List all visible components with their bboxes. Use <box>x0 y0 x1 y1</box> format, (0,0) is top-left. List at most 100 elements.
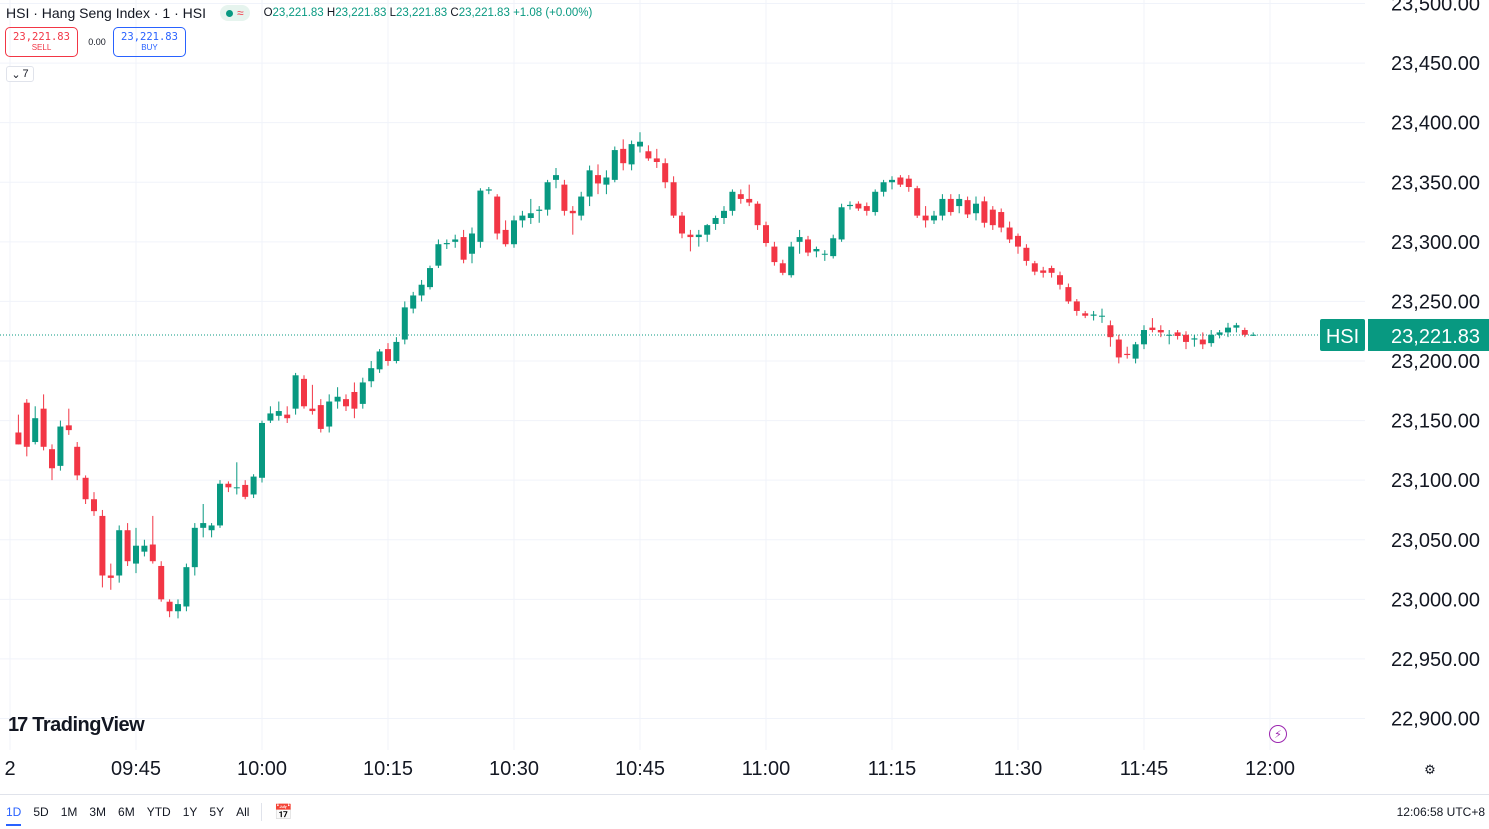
candle-body <box>620 148 627 164</box>
candle <box>418 279 425 302</box>
indicators-toggle[interactable]: ⌄ 7 <box>6 66 34 82</box>
market-status[interactable]: ≈ <box>219 5 250 21</box>
settings-icon[interactable]: ⚙ <box>1424 762 1436 777</box>
candle-body <box>376 351 383 370</box>
candle-body <box>863 206 870 211</box>
candle-body <box>956 198 963 207</box>
candle <box>872 189 879 216</box>
candle <box>653 148 660 168</box>
candle-body <box>628 144 635 165</box>
period-5d[interactable]: 5D <box>33 805 49 819</box>
candle-body <box>502 229 509 245</box>
candle <box>863 202 870 216</box>
candle-body <box>141 545 148 552</box>
lightning-icon[interactable]: ⚡ <box>1269 725 1287 743</box>
candle <box>1157 325 1164 338</box>
candle-body <box>1208 334 1215 344</box>
calendar-icon[interactable]: 📅 <box>274 804 294 821</box>
candle-body <box>443 243 450 245</box>
candle-body <box>208 525 215 531</box>
candle <box>494 194 501 240</box>
period-all[interactable]: All <box>236 805 250 819</box>
time-axis[interactable]: 2 09:45 10:00 10:15 10:30 10:45 11:00 11:15 11:3… <box>4 758 1295 780</box>
candle-body <box>872 191 879 213</box>
period-5y[interactable]: 5Y <box>209 805 225 819</box>
candles <box>15 132 1257 619</box>
change-value: +1.08 (+0.00%) <box>513 7 593 19</box>
candle-body <box>1233 325 1240 328</box>
candle <box>922 206 929 228</box>
candle-body <box>637 141 643 147</box>
candle-body <box>754 203 761 226</box>
candle <box>1082 310 1089 319</box>
price-tick-label: 23,100.00 <box>1391 470 1480 492</box>
candle <box>133 527 139 574</box>
candle-body <box>838 207 845 240</box>
candle <box>1241 327 1248 338</box>
candle-body <box>158 565 165 600</box>
chart-header: HSI · Hang Seng Index · 1 · HSI ≈ O23,22… <box>6 4 592 22</box>
symbol-title[interactable]: HSI · Hang Seng Index · 1 · HSI <box>6 5 206 21</box>
candle-body <box>200 523 207 528</box>
candle <box>452 234 459 248</box>
candle-body <box>847 204 853 207</box>
candle-body <box>1099 315 1105 317</box>
candle <box>595 164 601 195</box>
ohlc-values: O23,221.83 H23,221.83 L23,221.83 C23,221… <box>264 7 593 19</box>
period-selector: 1D 5D 1M 3M 6M YTD 1Y 5Y All 📅 <box>0 795 299 829</box>
period-ytd[interactable]: YTD <box>146 805 171 819</box>
candle-body <box>82 477 89 500</box>
candle-body <box>1157 330 1164 333</box>
price-tick-label: 23,300.00 <box>1391 232 1480 254</box>
candle-body <box>788 246 795 276</box>
sell-button[interactable]: 23,221.83 SELL <box>5 27 78 57</box>
candle-body <box>343 399 349 407</box>
candle-body <box>351 391 358 409</box>
candle <box>1057 271 1063 290</box>
period-1m[interactable]: 1M <box>60 805 78 819</box>
candle <box>49 444 55 481</box>
candle-body <box>191 527 198 568</box>
candle-body <box>1006 227 1013 240</box>
candle <box>82 475 89 504</box>
candle <box>1199 332 1206 350</box>
candle-body <box>40 408 47 447</box>
time-tick-label: 11:15 <box>868 758 917 780</box>
candle-body <box>536 209 543 211</box>
candle-body <box>410 295 417 309</box>
candle-body <box>175 604 181 612</box>
candle-body <box>385 349 391 361</box>
candle <box>334 387 341 409</box>
candle-body <box>687 234 694 238</box>
candle <box>695 229 702 247</box>
period-1d[interactable]: 1D <box>0 795 27 829</box>
candle <box>1065 283 1072 304</box>
candle <box>973 196 979 221</box>
candle <box>603 170 610 195</box>
period-1y[interactable]: 1Y <box>182 805 198 819</box>
candle <box>217 480 223 528</box>
candle <box>746 184 753 207</box>
candle <box>578 191 585 221</box>
candle-body <box>1065 287 1072 302</box>
candle-body <box>1090 314 1097 316</box>
candle <box>242 480 249 500</box>
chart[interactable]: 22,900.00 22,950.00 23,000.00 23,050.00 23,1… <box>0 0 1489 794</box>
period-6m[interactable]: 6M <box>118 805 135 819</box>
candle <box>569 206 576 235</box>
price-tick-label: 23,350.00 <box>1391 172 1480 194</box>
candle <box>1233 322 1240 333</box>
candle <box>1090 310 1097 321</box>
tradingview-logo[interactable]: 17 TradingView <box>8 714 145 737</box>
candle-body <box>704 225 711 235</box>
candle-body <box>679 215 685 234</box>
price-axis[interactable]: 22,900.00 22,950.00 23,000.00 23,050.00 23,1… <box>1391 0 1480 731</box>
candle <box>687 229 694 252</box>
buy-button[interactable]: 23,221.83 BUY <box>113 27 186 57</box>
candle <box>410 291 417 314</box>
spread-value: 0.00 <box>88 37 106 47</box>
low-value: 23,221.83 <box>396 7 448 19</box>
candle-body <box>485 189 492 191</box>
period-3m[interactable]: 3M <box>89 805 107 819</box>
clock[interactable]: 12:06:58 UTC+8 <box>1396 805 1485 819</box>
